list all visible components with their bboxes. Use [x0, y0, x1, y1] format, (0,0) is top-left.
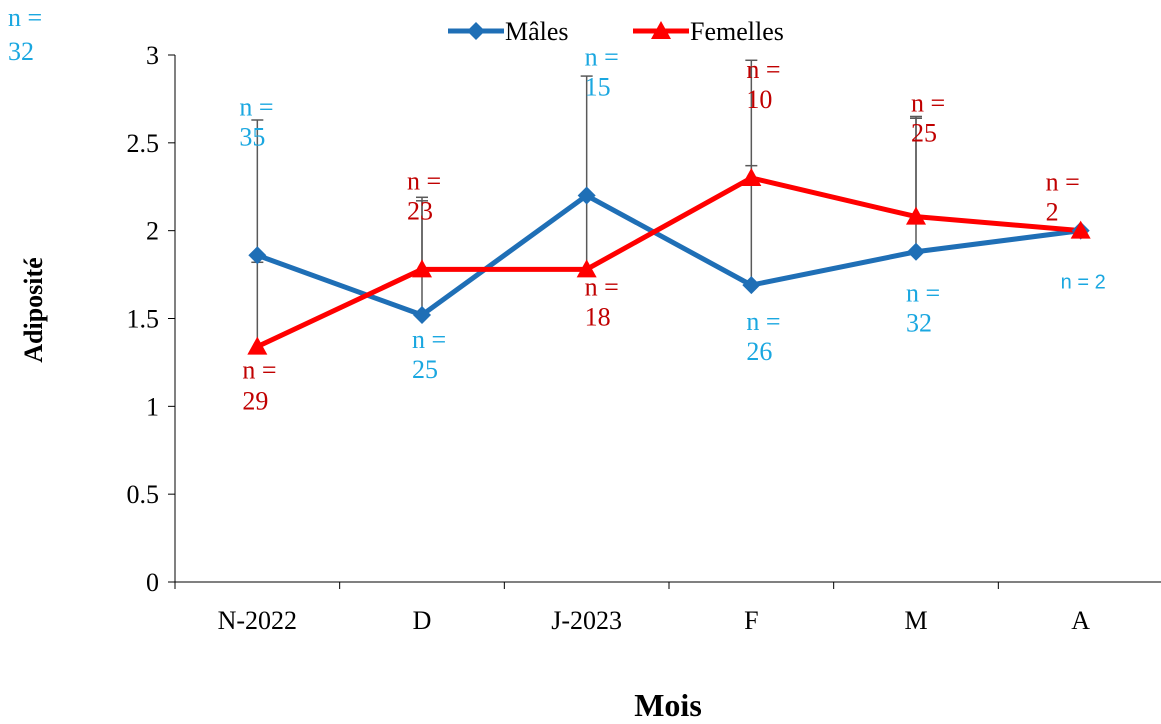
count-label-males: 35 — [239, 122, 265, 151]
y-tick-label: 2.5 — [127, 129, 160, 158]
count-label-females: n = — [242, 356, 276, 385]
series-markers — [247, 167, 1091, 355]
series-line-females — [256, 175, 1081, 349]
series-line-males — [256, 193, 1081, 318]
data-point-females — [412, 259, 432, 278]
data-point-females — [906, 206, 926, 225]
count-label-males: 26 — [746, 337, 772, 366]
data-point-males — [742, 276, 761, 295]
y-tick-labels: 0 0.5 1 1.5 2 2.5 3 — [127, 41, 160, 597]
y-axis-label: Adiposité — [19, 257, 48, 362]
count-label-females: n = — [746, 55, 780, 84]
data-point-males — [248, 246, 267, 265]
count-annotations: n =35n =25n =15n =26n =32n = 2n =29n =23… — [8, 3, 1106, 416]
legend-marker — [651, 21, 671, 39]
count-label-females: 2 — [1046, 198, 1059, 227]
data-point-males — [907, 242, 925, 261]
y-tick-label: 2 — [146, 217, 159, 246]
count-label-males: n = — [585, 43, 619, 72]
data-point-females — [741, 167, 762, 186]
y-tick-label: 0.5 — [127, 480, 160, 509]
x-tick-label: J-2023 — [551, 606, 622, 635]
axes — [168, 54, 1161, 589]
legend: Mâles Femelles — [448, 17, 784, 46]
x-axis-label: Mois — [634, 687, 702, 723]
count-label-females: 23 — [407, 196, 433, 225]
count-label-females: n = — [407, 166, 441, 195]
data-point-females — [576, 259, 597, 278]
count-label-females: 25 — [911, 119, 937, 148]
legend-item-males: Mâles — [448, 17, 569, 46]
count-label-males: n = — [239, 92, 273, 121]
count-label-males: n = 2 — [1061, 272, 1106, 294]
count-label-females: 10 — [746, 85, 772, 114]
legend-label: Femelles — [690, 17, 784, 46]
data-point-females — [1070, 220, 1091, 239]
count-label-males: 15 — [585, 73, 611, 102]
stray-count-label: n = — [8, 3, 42, 32]
y-tick-label: 3 — [146, 41, 159, 70]
count-label-males: 32 — [906, 309, 932, 338]
count-label-males: n = — [746, 307, 780, 336]
x-tick-label: A — [1071, 606, 1090, 635]
count-label-females: 18 — [585, 302, 611, 331]
x-tick-labels: N-2022 D J-2023 F M A — [218, 606, 1091, 635]
stray-count-label: 32 — [8, 37, 34, 66]
count-label-males: n = — [906, 279, 940, 308]
y-tick-label: 0 — [146, 568, 159, 597]
x-tick-label: M — [904, 606, 927, 635]
legend-label: Mâles — [505, 17, 569, 46]
count-label-females: 29 — [242, 387, 268, 416]
y-tick-label: 1.5 — [127, 305, 160, 334]
count-label-females: n = — [911, 89, 945, 118]
x-tick-label: F — [744, 606, 758, 635]
data-point-males — [577, 186, 596, 205]
count-label-females: n = — [585, 272, 619, 301]
x-tick-label: N-2022 — [218, 606, 297, 635]
count-label-females: n = — [1046, 168, 1080, 197]
data-point-females — [247, 336, 268, 355]
legend-item-females: Femelles — [633, 17, 784, 46]
series-lines — [256, 175, 1081, 349]
count-label-males: 25 — [412, 355, 438, 384]
y-tick-label: 1 — [146, 392, 159, 421]
legend-marker — [467, 22, 485, 40]
x-tick-label: D — [413, 606, 432, 635]
data-point-males — [413, 305, 431, 324]
count-label-males: n = — [412, 325, 446, 354]
